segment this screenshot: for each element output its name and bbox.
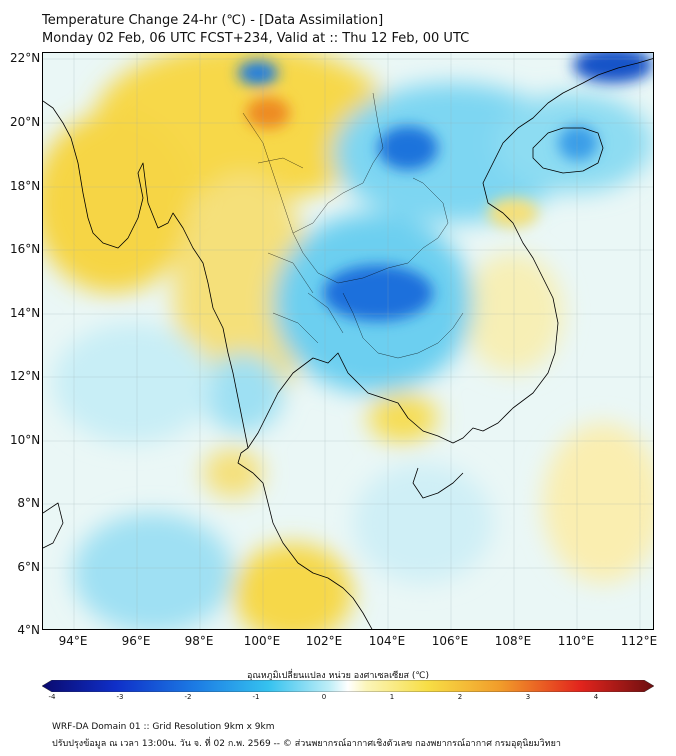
lat-tick-label: 6°N [17, 560, 40, 574]
colorbar-title: อุณหภูมิเปลี่ยนแปลง หน่วย องศาเซลเซียส (… [246, 671, 430, 681]
eastern-coastline [247, 58, 653, 449]
lon-tick-label: 94°E [58, 634, 88, 648]
province-borders [257, 157, 344, 344]
colorbar [42, 680, 654, 692]
lat-tick-label: 22°N [10, 51, 41, 65]
sumatra-coast [43, 502, 64, 549]
lon-tick-label: 100°E [243, 634, 281, 648]
lon-tick-label: 108°E [494, 634, 532, 648]
lat-tick-label: 14°N [10, 306, 41, 320]
mekong-delta-coast [412, 467, 464, 499]
temperature-field [43, 53, 653, 629]
colorbar-tick-label: -4 [48, 693, 56, 701]
colorbar-tick-label: -2 [184, 693, 192, 701]
colorbar-tick-label: -3 [116, 693, 124, 701]
coastlines [43, 58, 653, 629]
lat-tick-label: 8°N [17, 496, 40, 510]
lon-tick-label: 112°E [620, 634, 658, 648]
lat-tick-label: 18°N [10, 179, 41, 193]
colorbar-tick-label: -1 [252, 693, 260, 701]
colorbar-tick-label: 4 [593, 693, 599, 701]
colorbar-tick-label: 2 [457, 693, 463, 701]
map-subtitle: Monday 02 Feb, 06 UTC FCST+234, Valid at… [42, 31, 470, 46]
colorbar-gradient [42, 680, 654, 692]
map-panel[interactable] [42, 52, 654, 630]
lat-tick-label: 12°N [10, 369, 41, 383]
temperature-extremes [238, 53, 653, 321]
map-title: Temperature Change 24-hr (℃) - [Data Ass… [42, 13, 384, 28]
lon-tick-label: 98°E [184, 634, 214, 648]
colorbar-tick-label: 0 [321, 693, 327, 701]
national-border-2 [292, 92, 384, 234]
model-info: WRF-DA Domain 01 :: Grid Resolution 9km … [52, 722, 275, 732]
lon-tick-label: 106°E [431, 634, 469, 648]
colorbar-tick-label: 1 [389, 693, 395, 701]
lon-tick-label: 102°E [305, 634, 343, 648]
lon-tick-label: 110°E [557, 634, 595, 648]
lon-tick-label: 96°E [121, 634, 151, 648]
temperature-map [43, 53, 653, 629]
graticule [43, 53, 653, 629]
hainan-coastline [532, 127, 604, 174]
lat-tick-label: 16°N [10, 242, 41, 256]
credit-line: ปรับปรุงข้อมูล ณ เวลา 13:00น. วัน จ. ที่… [52, 739, 561, 749]
lat-tick-label: 4°N [17, 623, 40, 637]
lon-tick-label: 104°E [368, 634, 406, 648]
western-coastline [43, 100, 373, 629]
lat-tick-label: 10°N [10, 433, 41, 447]
national-border-1 [242, 112, 449, 284]
colorbar-tick-label: 3 [525, 693, 531, 701]
national-border-3 [342, 292, 464, 359]
lat-tick-label: 20°N [10, 115, 41, 129]
admin-borders [242, 92, 464, 359]
